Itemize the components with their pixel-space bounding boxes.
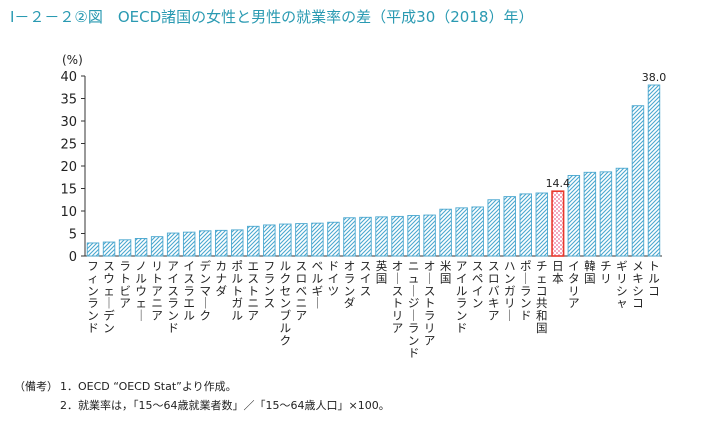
bars-group	[86, 84, 661, 257]
x-tick-label: フランス	[264, 259, 276, 310]
y-tick-label: 40	[60, 70, 77, 85]
bar-34	[615, 167, 629, 257]
bar-30	[551, 190, 565, 257]
notes-label: （備考）	[14, 380, 58, 393]
data-label: 38.0	[642, 71, 667, 84]
x-tick-label: ドイツ	[328, 259, 340, 298]
bar-17	[343, 217, 356, 257]
x-tick-label: チェコ共和国	[536, 259, 548, 335]
bar-19	[375, 216, 388, 257]
y-axis: 0 5 10 15 20 25 30 35 40	[60, 70, 662, 265]
bar-2	[102, 241, 116, 257]
x-tick-label: オ｜ストリア	[392, 259, 404, 335]
bar-35	[631, 105, 645, 257]
x-tick-label: ポルトガル	[232, 259, 244, 323]
bar-32	[583, 171, 597, 257]
x-tick-label: 英国	[376, 259, 388, 285]
bar-31	[567, 174, 581, 257]
x-tick-label: ラトビア	[119, 259, 131, 310]
y-tick-label: 20	[60, 160, 77, 175]
bar-4	[134, 237, 148, 257]
x-tick-label: イスラエル	[183, 259, 195, 323]
x-tick-label: ギリシャ	[616, 259, 628, 310]
bar-9	[215, 229, 228, 257]
notes-section: （備考） 1．OECD “OECD Stat”より作成。 2．就業率は，「15～6…	[14, 377, 390, 415]
x-tick-label: カナダ	[215, 259, 227, 298]
x-tick-label: ベルギ｜	[312, 259, 324, 310]
bar-chart: (%) 0 5 10 15 20 25 30 35 40 フィンランドスウェ｜デンラトビアノルウ…	[60, 53, 667, 360]
bar-11	[247, 225, 260, 257]
bar-36	[647, 84, 661, 257]
y-tick-label: 30	[60, 115, 77, 130]
x-tick-label: デンマ｜ク	[199, 259, 211, 323]
bar-12	[263, 224, 276, 257]
x-tick-label: 米国	[440, 259, 452, 285]
note-number: 1．	[60, 380, 78, 393]
x-tick-label: トルコ	[648, 259, 660, 298]
x-tick-label: チリ	[600, 259, 612, 285]
bar-8	[198, 230, 212, 257]
y-tick-label: 35	[60, 93, 77, 108]
y-tick-label: 10	[60, 205, 77, 220]
y-tick-label: 5	[69, 228, 77, 243]
bar-7	[182, 231, 196, 257]
x-tick-label: エストニア	[248, 259, 260, 323]
x-tick-label: ポ｜ランド	[520, 259, 532, 323]
chart-title: Ⅰ－２－２②図 OECD諸国の女性と男性の就業率の差（平成30（2018）年）	[10, 8, 534, 26]
bar-22	[423, 214, 436, 257]
data-labels: 14.4 38.0	[546, 71, 667, 190]
y-tick-label: 25	[60, 138, 77, 153]
y-axis-unit-label: (%)	[62, 53, 83, 67]
x-tick-label: ニュ｜ジ｜ランド	[408, 259, 420, 360]
bar-13	[279, 223, 292, 257]
bar-27	[503, 196, 516, 257]
x-tick-label: スロベニア	[296, 259, 308, 323]
note-text: OECD “OECD Stat”より作成。	[78, 380, 237, 393]
x-tick-label: ルクセンブルク	[280, 259, 292, 347]
x-tick-label: 日本	[552, 259, 564, 285]
bar-29	[535, 192, 549, 257]
bar-25	[471, 206, 484, 257]
x-tick-label: スロバキア	[488, 259, 500, 323]
bar-5	[150, 236, 164, 257]
x-tick-label: スイス	[360, 259, 372, 298]
y-tick-label: 15	[60, 183, 77, 198]
bar-23	[439, 208, 452, 257]
x-tick-label: オランダ	[344, 259, 356, 310]
bar-33	[599, 171, 613, 257]
note-line-1: （備考） 1．OECD “OECD Stat”より作成。	[14, 377, 390, 396]
bar-10	[231, 229, 244, 257]
x-tick-label: アイルランド	[456, 259, 468, 335]
x-tick-label: リトアニア	[151, 259, 163, 323]
bar-28	[519, 193, 532, 257]
x-tick-label: スウェ｜デン	[103, 259, 115, 335]
x-tick-label: 韓国	[584, 259, 596, 285]
bar-3	[118, 239, 132, 257]
x-tick-label: フィンランド	[87, 259, 99, 335]
bar-16	[327, 221, 340, 257]
bar-26	[487, 199, 500, 257]
y-tick-label: 0	[69, 250, 77, 265]
bar-14	[295, 223, 308, 257]
data-label: 14.4	[546, 177, 571, 190]
bar-24	[455, 207, 468, 257]
bar-21	[407, 215, 420, 257]
bar-18	[359, 216, 372, 257]
note-line-2: 2．就業率は，「15～64歳就業者数」／「15～64歳人口」×100。	[14, 396, 390, 415]
note-text: 就業率は，「15～64歳就業者数」／「15～64歳人口」×100。	[78, 399, 390, 412]
x-tick-label: ハンガリ｜	[504, 259, 516, 323]
bar-15	[311, 222, 324, 257]
x-tick-label: イタリア	[568, 259, 580, 310]
x-tick-label: ノルウェ｜	[135, 259, 147, 323]
x-tick-label: アイスランド	[167, 259, 179, 335]
bar-1	[86, 242, 100, 257]
bar-6	[166, 232, 180, 257]
x-tick-label: スペイン	[472, 259, 484, 310]
x-tick-label: オ｜ストラリア	[424, 259, 436, 347]
x-tick-label: メキシコ	[632, 259, 644, 310]
note-number: 2．	[60, 399, 78, 412]
bar-20	[391, 215, 404, 257]
